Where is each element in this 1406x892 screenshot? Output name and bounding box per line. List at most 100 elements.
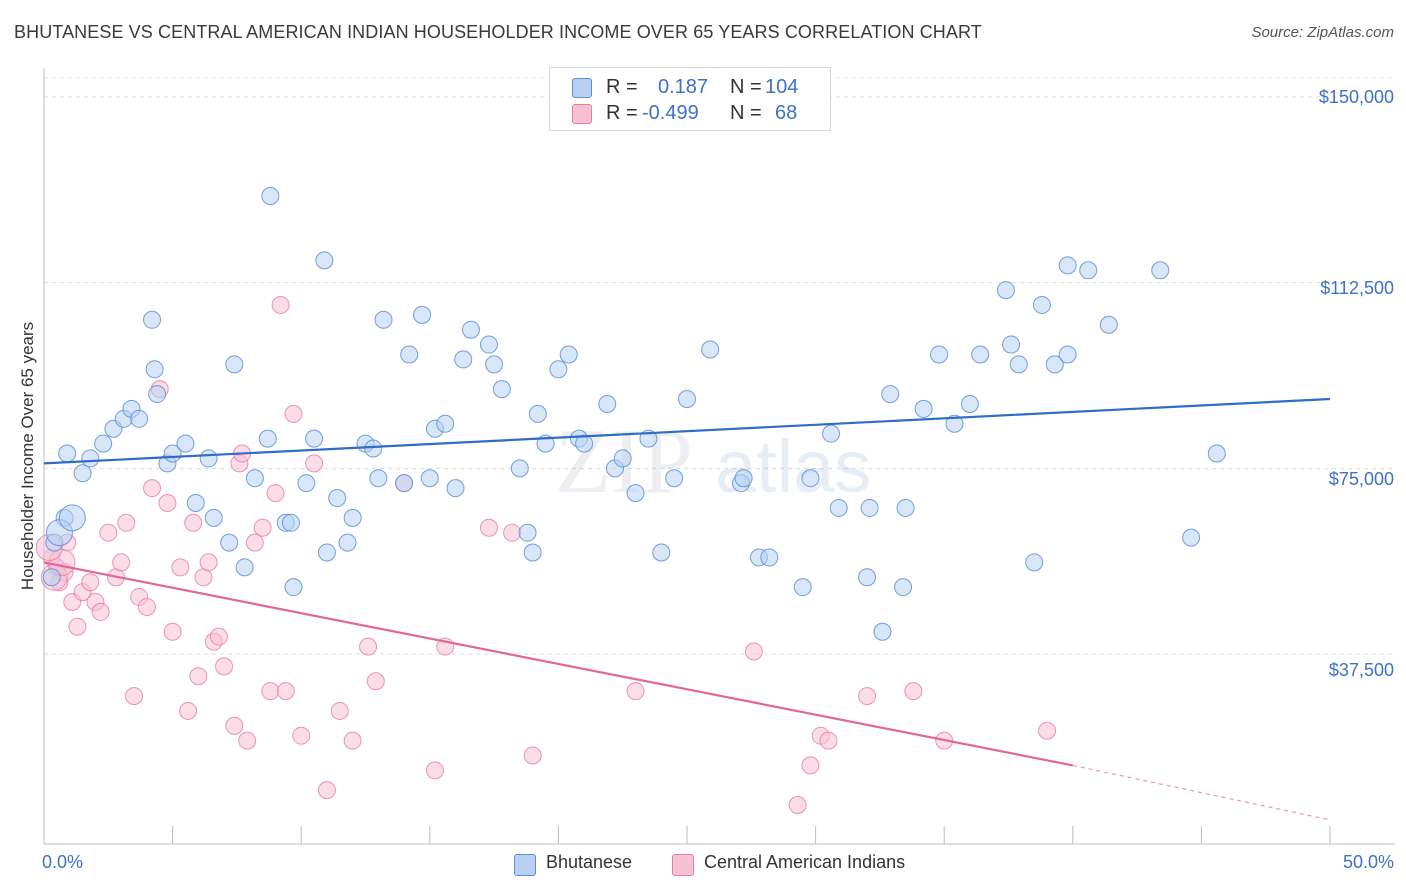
data-point-bhutanese	[598, 394, 617, 413]
data-point-central-american-indians	[143, 479, 162, 498]
data-point-bhutanese	[461, 320, 480, 339]
y-tick-label: $150,000	[1318, 87, 1394, 107]
legend-r-label: R =	[606, 102, 638, 124]
data-point-central-american-indians	[819, 731, 838, 750]
data-point-central-american-indians	[317, 781, 336, 800]
data-point-central-american-indians	[788, 796, 807, 815]
data-point-central-american-indians	[343, 731, 362, 750]
data-point-bhutanese	[94, 434, 113, 453]
data-point-bhutanese	[317, 543, 336, 562]
data-point-central-american-indians	[112, 553, 131, 572]
data-point-bhutanese	[559, 345, 578, 364]
data-point-central-american-indians	[125, 687, 144, 706]
axes	[43, 68, 1395, 845]
y-axis-label: Householder Income Over 65 years	[18, 321, 37, 591]
data-point-bhutanese	[626, 484, 645, 503]
x-tick-label-max: 50.0%	[1342, 852, 1394, 872]
data-point-bhutanese	[315, 251, 334, 270]
data-point-bhutanese	[652, 543, 671, 562]
data-point-central-american-indians	[503, 523, 522, 542]
data-point-central-american-indians	[271, 295, 290, 314]
source-label: Source: ZipAtlas.com	[1251, 24, 1394, 41]
data-point-central-american-indians	[171, 558, 190, 577]
data-point-central-american-indians	[626, 682, 645, 701]
data-point-bhutanese	[245, 469, 264, 488]
data-point-central-american-indians	[238, 731, 257, 750]
data-point-bhutanese	[42, 568, 61, 587]
data-point-bhutanese	[145, 360, 164, 379]
y-tick-label: $112,500	[1320, 278, 1394, 298]
correlation-legend: R = 0.187 N = 104 R = -0.499 N = 68	[549, 67, 831, 131]
bottom-legend-label: Central American Indians	[704, 852, 906, 872]
data-point-central-american-indians	[261, 682, 280, 701]
y-tick-label: $37,500	[1328, 660, 1394, 680]
data-point-central-american-indians	[99, 523, 118, 542]
data-point-central-american-indians	[245, 533, 264, 552]
legend-swatch-blue	[572, 78, 592, 98]
data-point-central-american-indians	[425, 761, 444, 780]
bottom-legend-swatch-blue	[514, 854, 536, 876]
data-point-bhutanese	[492, 380, 511, 399]
data-point-bhutanese	[881, 385, 900, 404]
data-point-bhutanese	[297, 474, 316, 493]
data-point-central-american-indians	[81, 573, 100, 592]
data-point-central-american-indians	[91, 602, 110, 621]
data-point-bhutanese	[454, 350, 473, 369]
x-tick-label-min: 0.0%	[42, 852, 84, 872]
data-point-bhutanese	[1045, 355, 1064, 374]
bottom-legend-label: Bhutanese	[546, 852, 633, 872]
data-point-bhutanese	[235, 558, 254, 577]
data-point-bhutanese	[436, 414, 455, 433]
data-point-central-american-indians	[276, 682, 295, 701]
legend-row-bhutanese: R = 0.187 N = 104	[572, 76, 822, 100]
data-point-bhutanese	[420, 469, 439, 488]
data-point-bhutanese	[678, 390, 696, 409]
data-point-bhutanese	[374, 310, 393, 329]
data-point-bhutanese	[801, 469, 820, 488]
data-point-bhutanese	[822, 424, 841, 443]
data-point-central-american-indians	[225, 716, 244, 735]
data-point-bhutanese	[930, 345, 949, 364]
data-point-central-american-indians	[305, 454, 324, 473]
data-point-bhutanese	[58, 504, 86, 532]
data-point-bhutanese	[413, 305, 432, 324]
watermark-atlas: atlas	[715, 425, 871, 508]
data-point-bhutanese	[701, 340, 720, 359]
data-point-bhutanese	[734, 469, 753, 488]
data-point-bhutanese	[549, 360, 568, 379]
data-point-central-american-indians	[189, 667, 208, 686]
chart-title: BHUTANESE VS CENTRAL AMERICAN INDIAN HOU…	[14, 22, 982, 42]
data-point-bhutanese	[896, 498, 915, 517]
data-point-bhutanese	[575, 434, 594, 453]
data-point-bhutanese	[860, 498, 879, 517]
data-point-bhutanese	[479, 335, 498, 354]
data-point-bhutanese	[305, 429, 324, 448]
data-point-bhutanese	[518, 523, 537, 542]
legend-row-central-american-indians: R = -0.499 N = 68	[572, 102, 822, 126]
data-point-central-american-indians	[179, 701, 198, 720]
central-american-indians-points	[35, 295, 1057, 815]
data-point-bhutanese	[1079, 261, 1098, 280]
data-point-central-american-indians	[163, 622, 182, 641]
trend-lines	[43, 397, 1331, 821]
data-point-bhutanese	[485, 355, 504, 374]
data-point-bhutanese	[1032, 295, 1051, 314]
data-point-bhutanese	[914, 399, 933, 418]
data-point-central-american-indians	[68, 617, 87, 636]
data-point-bhutanese	[613, 449, 632, 468]
data-point-central-american-indians	[292, 726, 311, 745]
data-point-central-american-indians	[253, 518, 272, 537]
data-point-central-american-indians	[199, 553, 218, 572]
data-point-bhutanese	[829, 498, 848, 517]
data-point-bhutanese	[665, 469, 684, 488]
data-point-bhutanese	[261, 187, 280, 206]
data-point-bhutanese	[510, 459, 529, 478]
data-point-central-american-indians	[366, 672, 385, 691]
data-point-central-american-indians	[284, 404, 303, 423]
data-point-bhutanese	[58, 444, 77, 463]
bottom-legend-swatch-pink	[672, 854, 694, 876]
data-point-bhutanese	[1099, 315, 1118, 334]
data-point-bhutanese	[945, 414, 964, 433]
data-point-central-american-indians	[904, 682, 923, 701]
